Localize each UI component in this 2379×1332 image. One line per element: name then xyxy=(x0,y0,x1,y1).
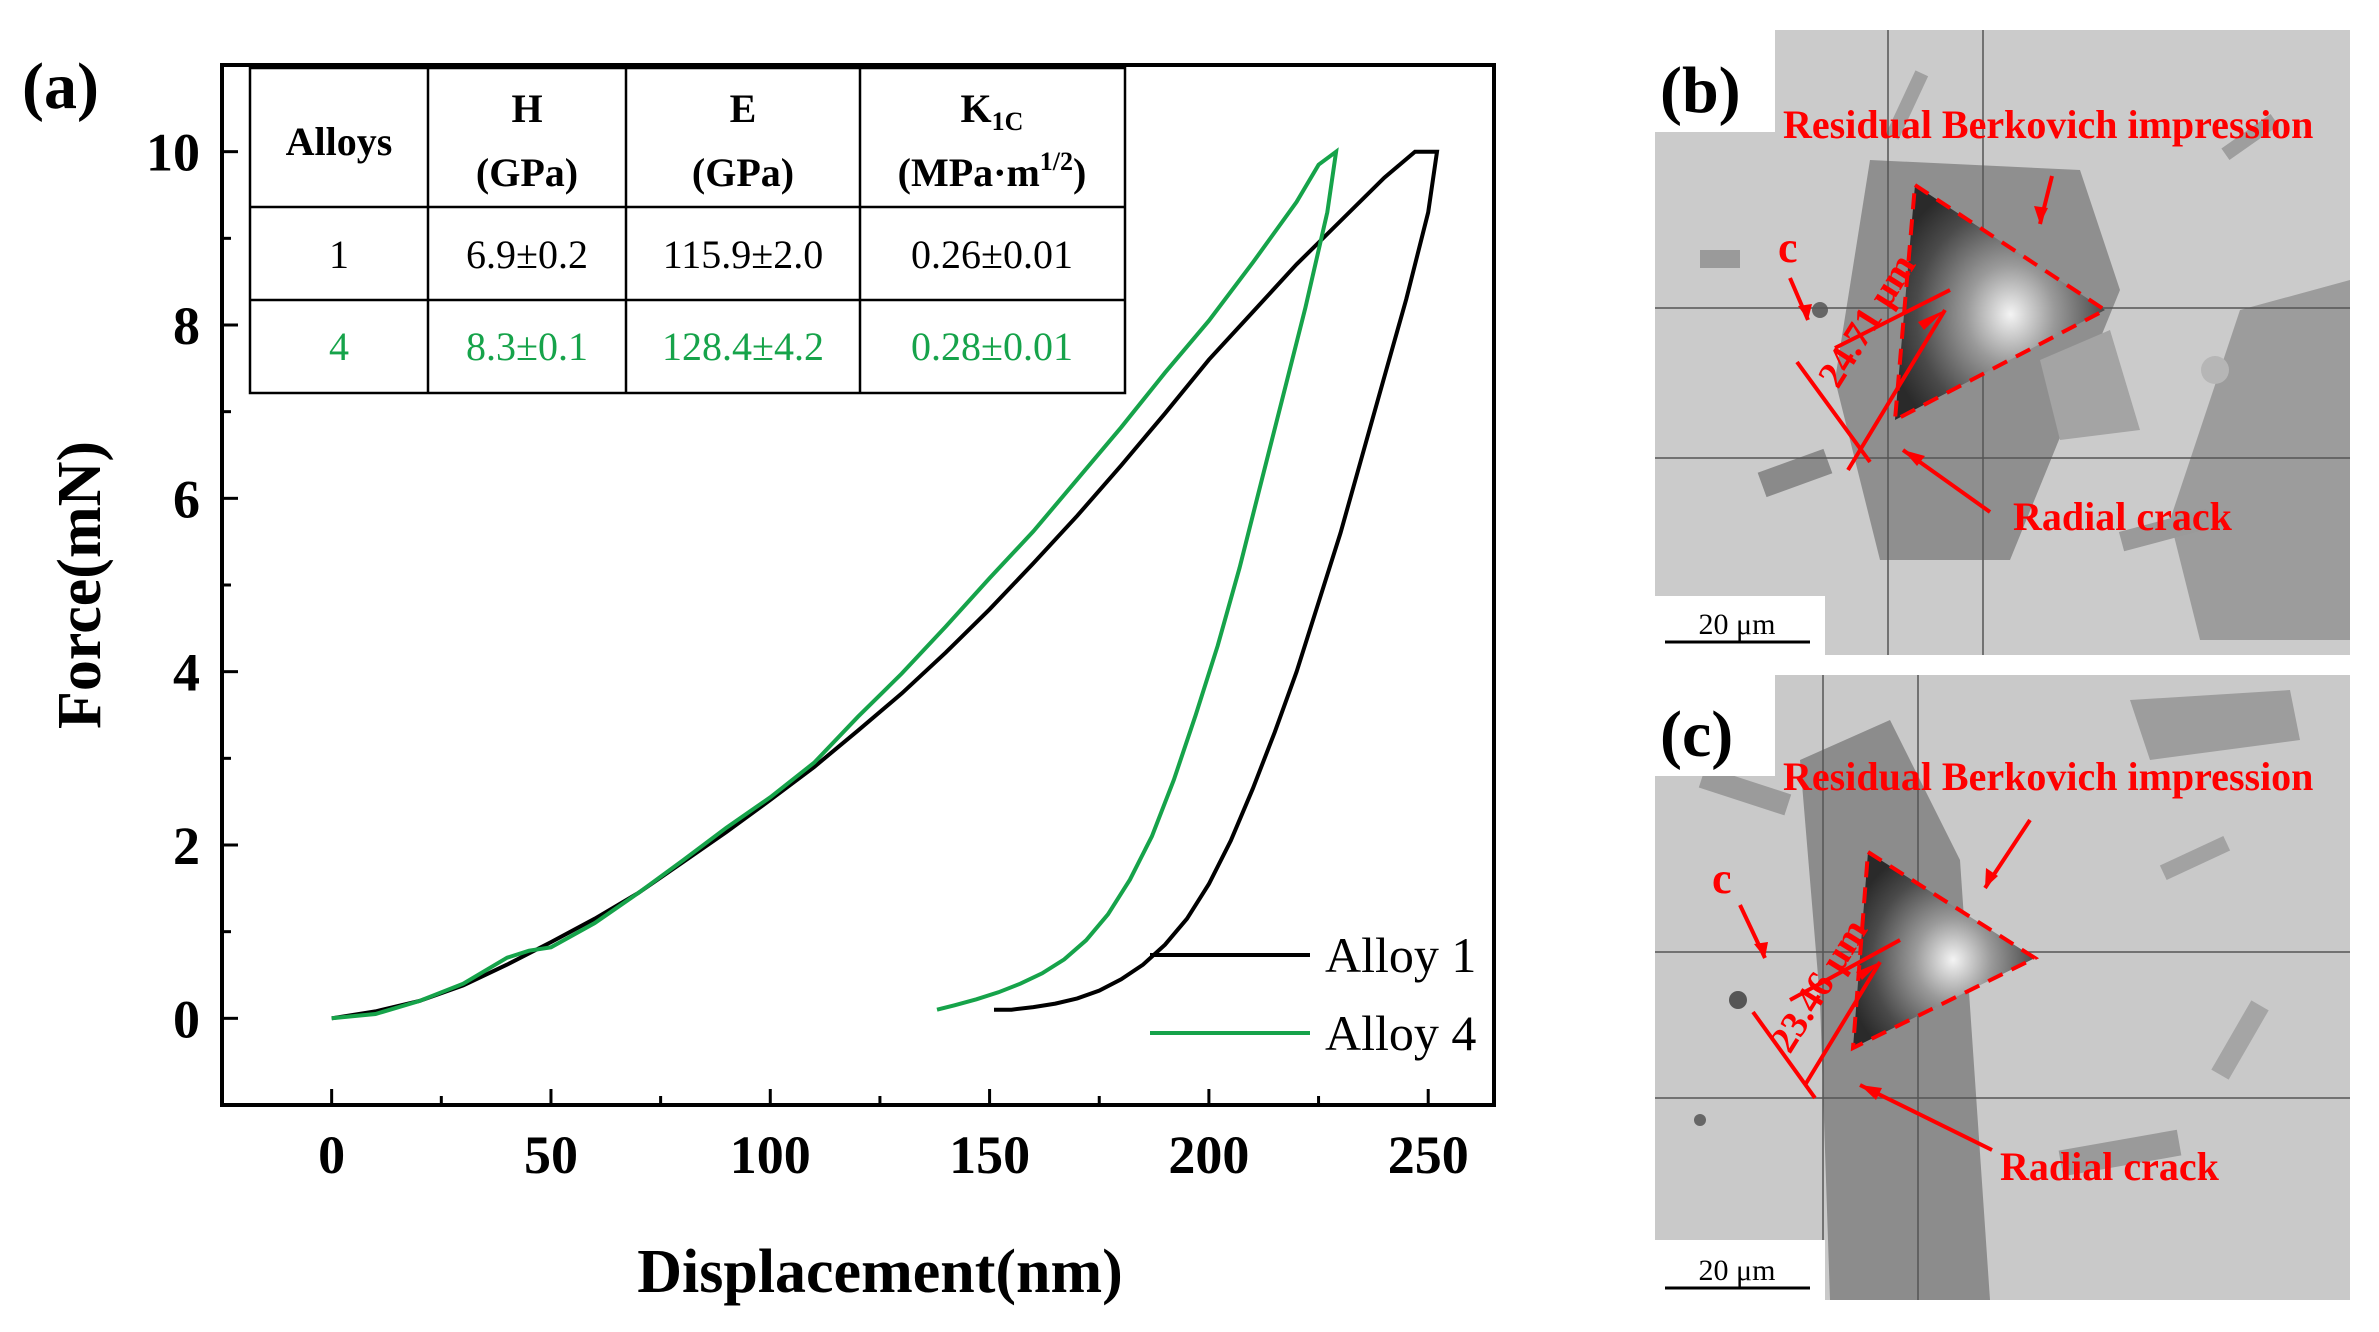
radial-crack-label-c: Radial crack xyxy=(2000,1144,2220,1189)
properties-table: Alloys H (GPa) E (GPa) K1C (MPa·m1/2) 1 … xyxy=(248,66,1127,395)
table-header-alloys: Alloys xyxy=(286,119,393,164)
y-axis-title: Force(mN) xyxy=(46,441,114,729)
table-cell-alloy: 1 xyxy=(329,232,349,277)
table-cell-h: 8.3±0.1 xyxy=(466,324,588,369)
radial-crack-label-b: Radial crack xyxy=(2013,494,2233,539)
panel-label-c: (c) xyxy=(1660,698,1733,771)
table-cell-k1c: 0.28±0.01 xyxy=(911,324,1073,369)
crack-length-label-c: c xyxy=(1712,854,1732,903)
indent-impression-c xyxy=(1853,852,2035,1048)
residual-impression-label-c: Residual Berkovich impression xyxy=(1783,754,2313,799)
panel-label-b: (b) xyxy=(1660,54,1741,127)
legend: Alloy 1 Alloy 4 xyxy=(1150,927,1476,1061)
table-cell-e: 115.9±2.0 xyxy=(663,232,823,277)
table-row: 1 6.9±0.2 115.9±2.0 0.26±0.01 xyxy=(329,232,1073,277)
x-tick-label: 150 xyxy=(949,1125,1030,1185)
table-header-h: H xyxy=(511,86,542,131)
table-header-h-unit: (GPa) xyxy=(476,150,578,195)
scale-bar-label-b: 20 μm xyxy=(1699,608,1776,641)
y-tick-labels: 0 2 4 6 8 10 xyxy=(146,123,200,1050)
x-tick-label: 0 xyxy=(318,1125,345,1185)
table-row: 4 8.3±0.1 128.4±4.2 0.28±0.01 xyxy=(329,324,1073,369)
legend-label-alloy-4: Alloy 4 xyxy=(1325,1005,1476,1061)
table-cell-alloy: 4 xyxy=(329,324,349,369)
x-tick-label: 200 xyxy=(1168,1125,1249,1185)
crack-length-label-b: c xyxy=(1778,223,1798,272)
micrograph-c: c 23.46 μm Residual Berkovich impression… xyxy=(1655,672,2350,1300)
table-cell-e: 128.4±4.2 xyxy=(662,324,824,369)
y-tick-label: 10 xyxy=(146,123,200,183)
chart-a: 0 50 100 150 200 250 0 2 4 6 8 10 Displacement(nm)… xyxy=(46,63,1496,1306)
x-tick-label: 250 xyxy=(1388,1125,1469,1185)
table-cell-k1c: 0.26±0.01 xyxy=(911,232,1073,277)
y-tick-label: 8 xyxy=(173,296,200,356)
series-line-alloy-4 xyxy=(331,147,1339,1021)
table-header-k1c-unit: (MPa·m1/2) xyxy=(898,147,1087,195)
table-header-e: E xyxy=(730,86,757,131)
micrograph-b: c 24.71 μm Residual Berkovich impression… xyxy=(1655,28,2350,655)
residual-impression-label-b: Residual Berkovich impression xyxy=(1783,102,2313,147)
legend-label-alloy-1: Alloy 1 xyxy=(1325,927,1476,983)
table-frame xyxy=(248,66,1127,395)
y-tick-label: 4 xyxy=(173,643,200,703)
x-tick-label: 50 xyxy=(524,1125,578,1185)
y-tick-label: 2 xyxy=(173,816,200,876)
scale-bar-label-c: 20 μm xyxy=(1699,1254,1776,1287)
x-tick-labels: 0 50 100 150 200 250 xyxy=(318,1125,1469,1185)
x-axis-title: Displacement(nm) xyxy=(637,1238,1123,1306)
axis-ticks xyxy=(222,150,1430,1105)
y-tick-label: 6 xyxy=(173,469,200,529)
x-tick-label: 100 xyxy=(730,1125,811,1185)
table-header-k1c: K1C xyxy=(961,86,1024,136)
table-cell-h: 6.9±0.2 xyxy=(466,232,588,277)
y-tick-label: 0 xyxy=(173,989,200,1049)
indent-impression-b xyxy=(1895,185,2105,420)
panel-label-a: (a) xyxy=(22,50,99,123)
table-header-e-unit: (GPa) xyxy=(692,150,794,195)
